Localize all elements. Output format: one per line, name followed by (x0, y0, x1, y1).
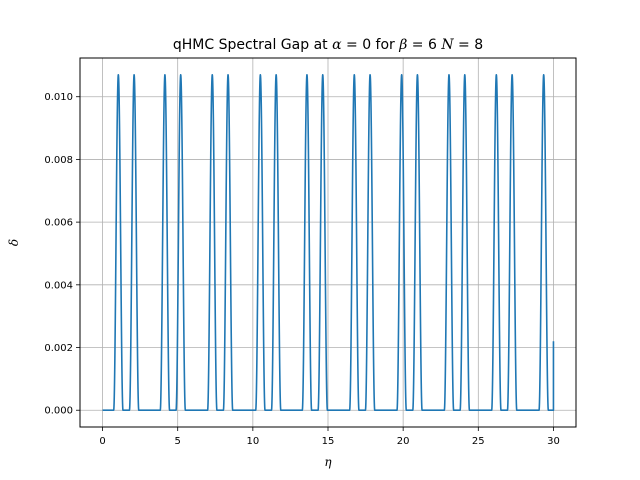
x-tick-label: 5 (175, 436, 181, 447)
y-tick-label: 0.008 (44, 155, 73, 166)
plot-area (101, 73, 555, 412)
chart-title: qHMC Spectral Gap at α = 0 for β = 6 N =… (173, 37, 483, 53)
y-axis-ticks: 0.000 0.002 0.004 0.006 0.008 0.010 (44, 92, 80, 417)
x-tick-label: 30 (547, 436, 560, 447)
y-tick-label: 0.000 (44, 406, 73, 417)
series-line (101, 73, 555, 412)
y-tick-label: 0.004 (44, 280, 73, 291)
y-axis-label: δ (7, 239, 21, 246)
y-tick-label: 0.006 (44, 218, 73, 229)
y-tick-label: 0.010 (44, 92, 73, 103)
x-tick-label: 0 (99, 436, 105, 447)
grid-lines (80, 58, 576, 427)
x-tick-label: 10 (246, 436, 259, 447)
x-axis-ticks: 0 5 10 15 20 25 30 (99, 427, 560, 447)
x-tick-label: 25 (472, 436, 485, 447)
y-tick-label: 0.002 (44, 343, 73, 354)
x-tick-label: 20 (397, 436, 410, 447)
x-tick-label: 15 (322, 436, 335, 447)
x-axis-label: η (324, 455, 332, 469)
